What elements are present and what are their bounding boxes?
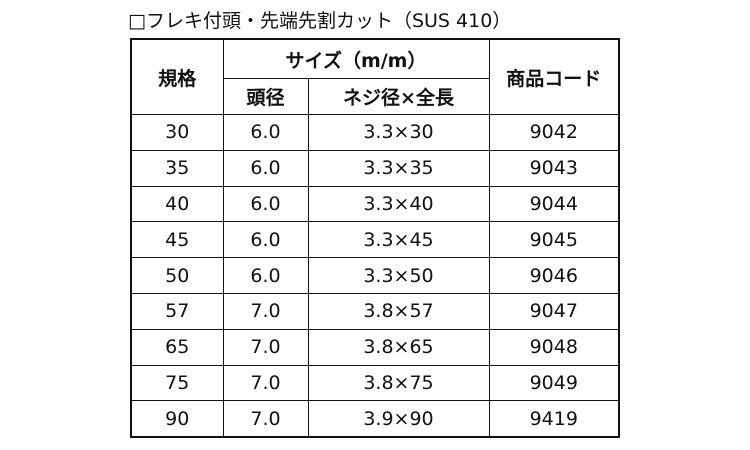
table-cell: 9044 <box>488 185 620 223</box>
table-cell: 9043 <box>488 149 620 187</box>
table-cell: 7.0 <box>222 328 309 366</box>
table-cell: 9046 <box>488 257 620 294</box>
table-cell: 6.0 <box>222 149 309 187</box>
table-cell: 9042 <box>488 114 620 151</box>
table-cell: 6.0 <box>222 257 309 294</box>
table-cell: 9047 <box>488 292 620 330</box>
table-cell: 3.8×57 <box>307 292 490 330</box>
table-cell: 6.0 <box>222 221 309 259</box>
table-row: 30 6.0 3.3×30 9042 <box>130 114 620 151</box>
table-cell: 6.0 <box>222 114 309 151</box>
table-cell: 90 <box>130 400 224 438</box>
table-cell: 6.0 <box>222 185 309 223</box>
table-cell: 65 <box>130 328 224 366</box>
header-cell: 規格 <box>130 38 224 115</box>
table-row: 45 6.0 3.3×45 9045 <box>130 221 620 259</box>
header-cell: 頭径 <box>222 78 309 115</box>
table-cell: 9045 <box>488 221 620 259</box>
header-cell: 商品コード <box>488 38 620 115</box>
table-cell: 7.0 <box>222 364 309 402</box>
table-row: 65 7.0 3.8×65 9048 <box>130 328 620 366</box>
table-cell: 40 <box>130 185 224 223</box>
table-row: 75 7.0 3.8×75 9049 <box>130 364 620 402</box>
header-cell: サイズ（m/m） <box>222 38 490 79</box>
table-cell: 3.8×75 <box>307 364 490 402</box>
table-cell: 3.3×50 <box>307 257 490 294</box>
table-cell: 3.8×65 <box>307 328 490 366</box>
table-cell: 57 <box>130 292 224 330</box>
table-cell: 7.0 <box>222 292 309 330</box>
header-cell: ネジ径×全長 <box>307 78 490 115</box>
table-cell: 3.9×90 <box>307 400 490 438</box>
table-cell: 45 <box>130 221 224 259</box>
table-cell: 7.0 <box>222 400 309 438</box>
table-cell: 75 <box>130 364 224 402</box>
header-row: 頭径 ネジ径×全長 <box>131 78 619 115</box>
table-row: 50 6.0 3.3×50 9046 <box>130 257 620 294</box>
table-cell: 3.3×40 <box>307 185 490 223</box>
table-row: 90 7.0 3.9×90 9419 <box>130 400 620 438</box>
table-cell: 3.3×35 <box>307 149 490 187</box>
table-cell: 3.3×30 <box>307 114 490 151</box>
title: □フレキ付頭・先端先割カット（SUS 410） <box>128 10 512 32</box>
table-cell: 9049 <box>488 364 620 402</box>
table-cell: 35 <box>130 149 224 187</box>
table-row: 35 6.0 3.3×35 9043 <box>130 149 620 187</box>
header-row: 規格 サイズ（m/m） 商品コード <box>130 38 620 115</box>
table-body: 30 6.0 3.3×30 9042 35 6.0 3.3×35 9043 40 6.0 3.3×4… <box>130 114 620 438</box>
table-cell: 50 <box>130 257 224 294</box>
table-row: 40 6.0 3.3×40 9044 <box>130 185 620 223</box>
table-cell: 9048 <box>488 328 620 366</box>
table-cell: 9419 <box>488 400 620 438</box>
table-cell: 30 <box>130 114 224 151</box>
table-cell: 3.3×45 <box>307 221 490 259</box>
spec-table: 規格 サイズ（m/m） 商品コード 頭径 ネジ径×全長 30 6.0 3.3×30 9… <box>130 38 620 439</box>
table-row: 57 7.0 3.8×57 9047 <box>130 292 620 330</box>
